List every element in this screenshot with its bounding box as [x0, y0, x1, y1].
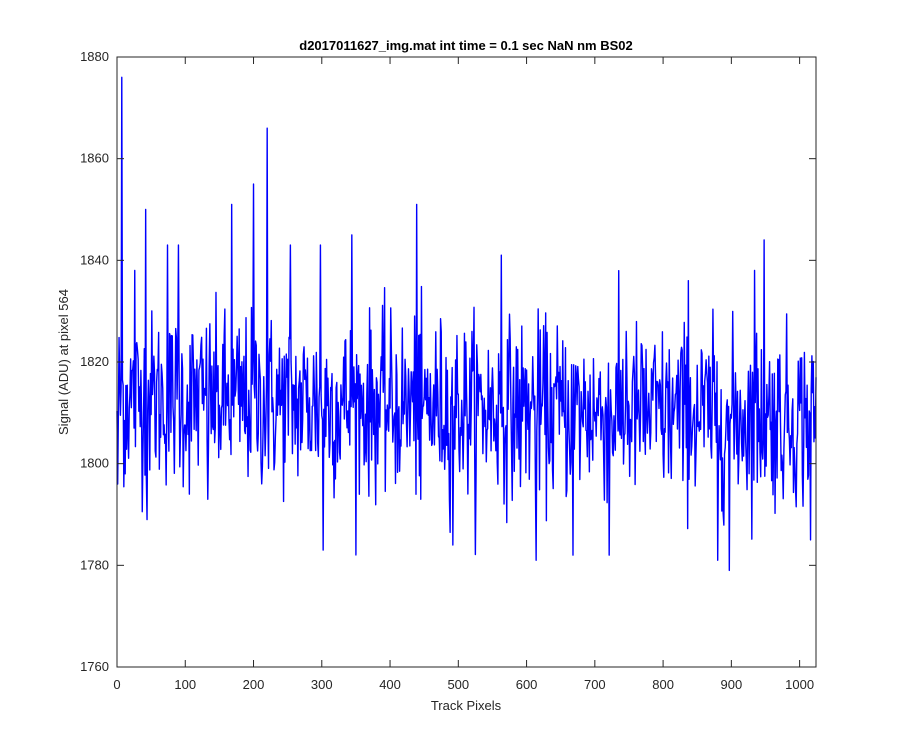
- y-axis-ticks: 1760 1780 1800 1820 1840 1860 1880: [80, 49, 816, 674]
- x-tick-label: 300: [311, 677, 333, 692]
- x-tick-label: 600: [516, 677, 538, 692]
- y-axis-label: Signal (ADU) at pixel 564: [56, 289, 71, 435]
- x-tick-label: 700: [584, 677, 606, 692]
- x-tick-label: 1000: [785, 677, 814, 692]
- y-tick-label: 1780: [80, 557, 109, 572]
- series-line: [116, 76, 817, 572]
- x-tick-label: 100: [174, 677, 196, 692]
- x-tick-label: 200: [243, 677, 265, 692]
- x-tick-label: 800: [652, 677, 674, 692]
- y-tick-label: 1760: [80, 659, 109, 674]
- y-tick-label: 1880: [80, 49, 109, 64]
- y-tick-label: 1800: [80, 456, 109, 471]
- x-axis-label: Track Pixels: [431, 698, 502, 713]
- y-tick-label: 1840: [80, 252, 109, 267]
- y-tick-label: 1860: [80, 151, 109, 166]
- x-tick-label: 0: [113, 677, 120, 692]
- y-tick-label: 1820: [80, 354, 109, 369]
- x-tick-label: 500: [447, 677, 469, 692]
- x-axis-ticks: 0 100 200 300 400 500 600 700 800 900 1000: [113, 57, 814, 692]
- series-layer: [116, 76, 817, 572]
- chart-title: d2017011627_img.mat int time = 0.1 sec N…: [299, 38, 632, 53]
- x-tick-label: 400: [379, 677, 401, 692]
- x-tick-label: 900: [721, 677, 743, 692]
